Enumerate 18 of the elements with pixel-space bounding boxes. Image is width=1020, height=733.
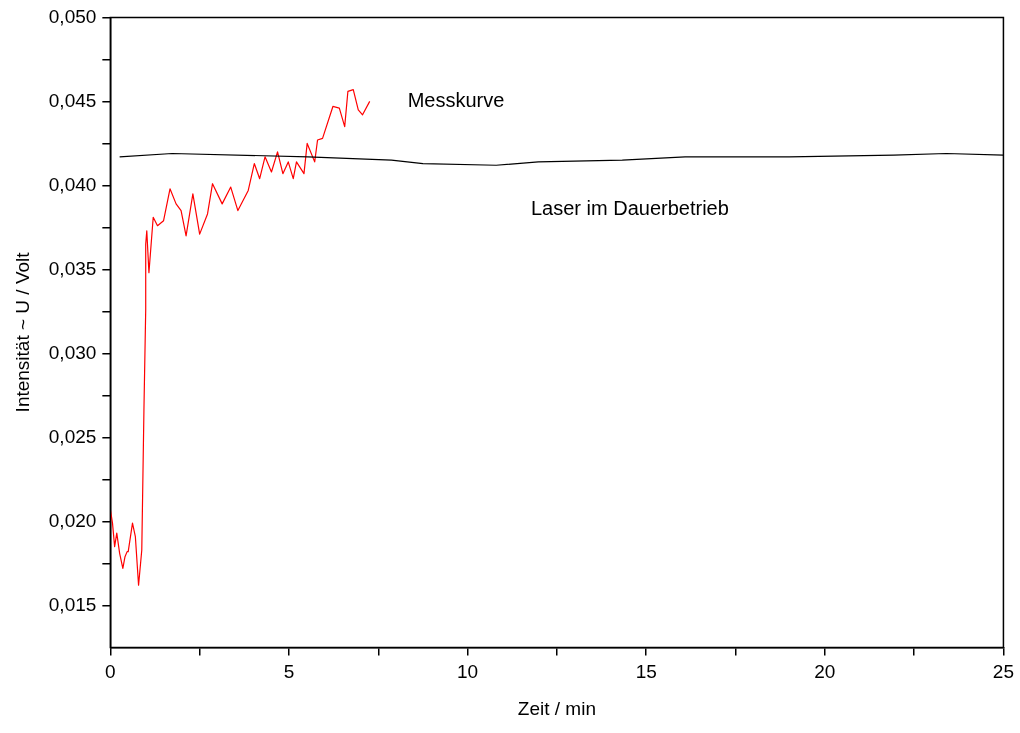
x-tick-label: 20 bbox=[814, 661, 836, 683]
series-label: Messkurve bbox=[407, 88, 505, 111]
x-tick-label: 25 bbox=[992, 661, 1014, 683]
y-tick-label: 0,020 bbox=[48, 509, 97, 531]
y-tick-label: 0,030 bbox=[48, 341, 97, 363]
x-tick-label: 15 bbox=[635, 661, 657, 683]
x-tick-label: 0 bbox=[105, 661, 116, 683]
y-tick-label: 0,040 bbox=[48, 173, 97, 195]
y-tick-label: 0,015 bbox=[48, 593, 97, 615]
y-tick-label: 0,050 bbox=[48, 5, 97, 27]
x-axis-title: Zeit / min bbox=[517, 697, 596, 719]
y-tick-label: 0,035 bbox=[48, 257, 97, 279]
x-tick-label: 10 bbox=[457, 661, 479, 683]
y-tick-label: 0,025 bbox=[48, 425, 97, 447]
y-tick-label: 0,045 bbox=[48, 89, 97, 111]
series-label: Laser im Dauerbetrieb bbox=[530, 197, 729, 220]
y-axis-title: Intensität ~ U / Volt bbox=[11, 251, 33, 413]
x-tick-label: 5 bbox=[283, 661, 295, 683]
